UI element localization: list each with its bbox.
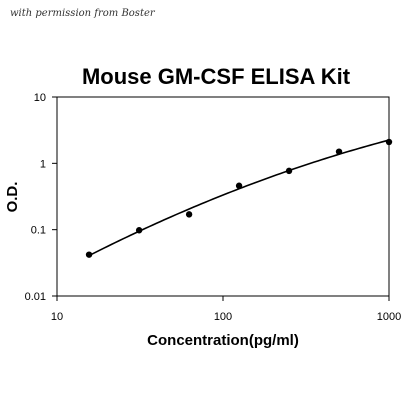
y-tick-label: 0.01	[25, 291, 46, 303]
data-point	[185, 211, 193, 218]
x-tick-label: 10	[51, 311, 63, 323]
plot-frame	[56, 96, 390, 297]
data-point	[135, 227, 143, 234]
chart-title: Mouse GM-CSF ELISA Kit	[82, 64, 351, 89]
y-tick-label: 10	[34, 92, 46, 104]
x-ticks: 10 100 1000	[51, 296, 401, 323]
x-axis-label: Concentration(pg/ml)	[147, 332, 299, 349]
x-tick-label: 100	[214, 311, 232, 323]
y-axis-label: O.D.	[4, 182, 21, 213]
x-tick-label: 1000	[377, 311, 401, 323]
fit-curve	[88, 139, 390, 257]
y-tick-label: 1	[40, 158, 46, 170]
data-point	[235, 182, 243, 189]
data-points	[85, 138, 393, 258]
data-point	[285, 167, 293, 175]
y-tick-label: 0.1	[31, 225, 46, 237]
data-point	[385, 138, 393, 146]
data-point	[85, 251, 93, 258]
y-ticks: 0.01 0.1 1 10	[25, 92, 57, 303]
permission-note: with permission from Boster	[10, 8, 155, 19]
data-point	[335, 148, 343, 155]
